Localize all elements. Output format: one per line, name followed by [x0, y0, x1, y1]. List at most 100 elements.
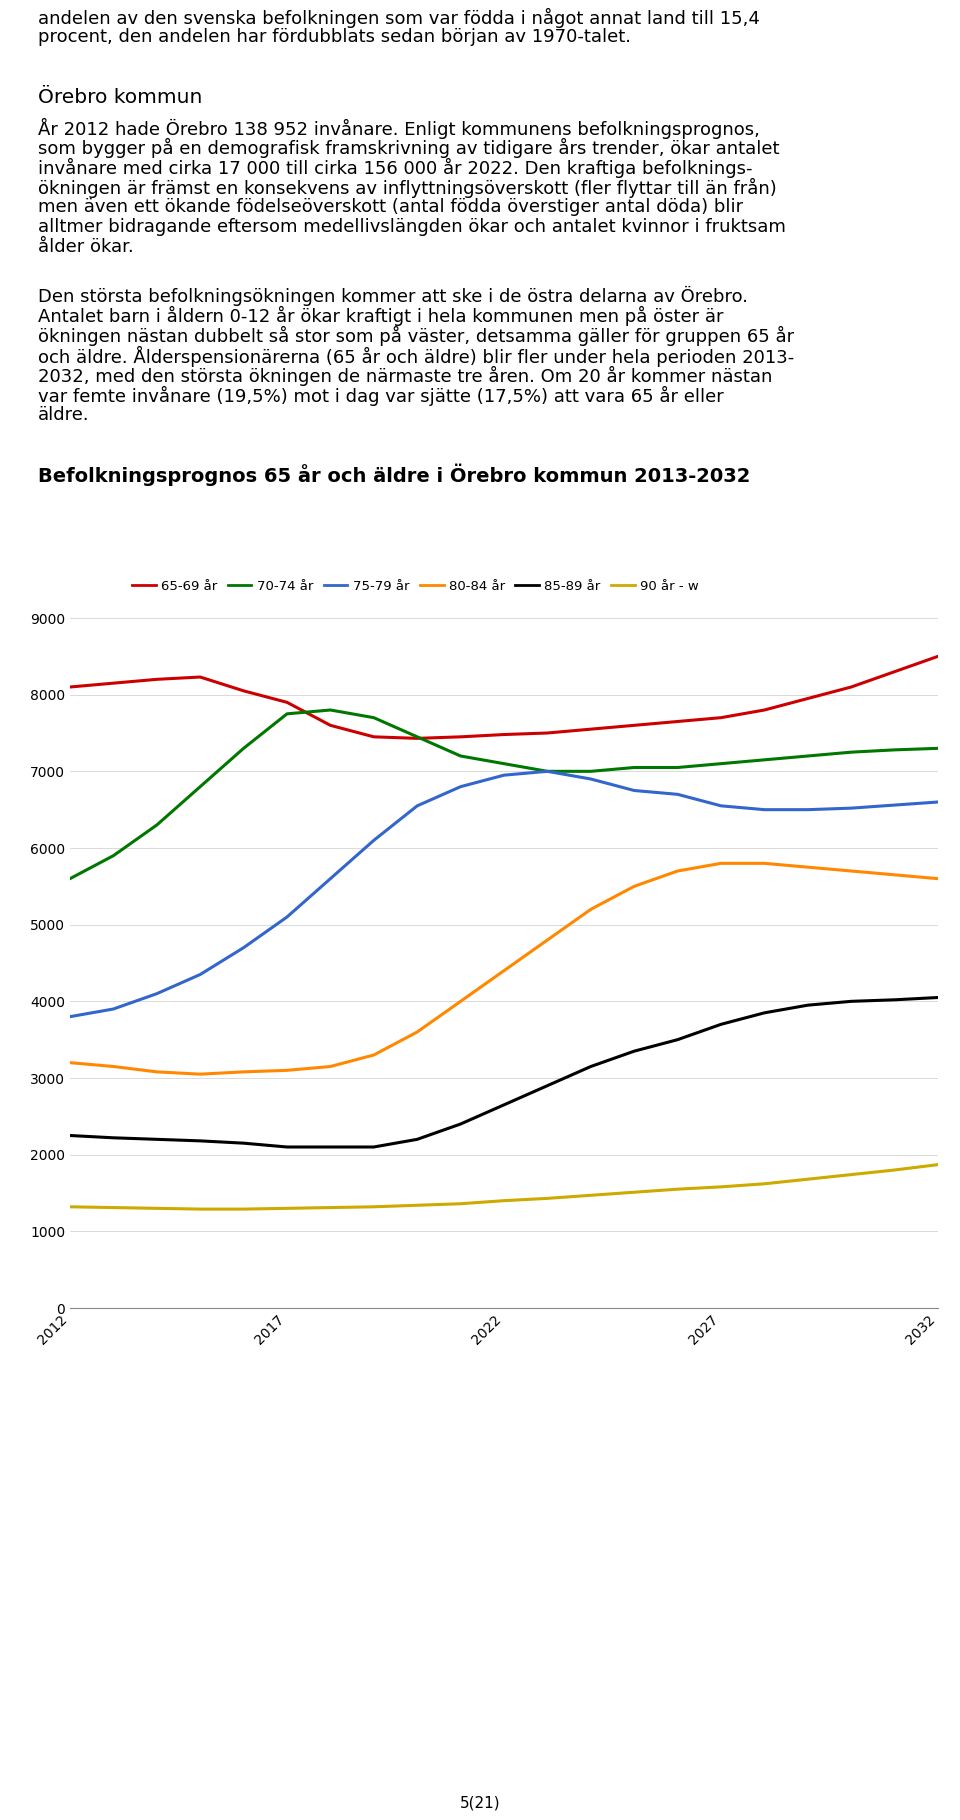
- 65-69 år: [672, 710, 684, 732]
- 80-84 år: [758, 852, 770, 874]
- Text: Antalet barn i åldern 0-12 år ökar kraftigt i hela kommunen men på öster är: Antalet barn i åldern 0-12 år ökar kraft…: [38, 306, 724, 326]
- 70-74 år: [932, 737, 944, 759]
- 80-84 år: [715, 852, 727, 874]
- Text: ökningen är främst en konsekvens av inflyttningsöverskott (fler flyttar till än : ökningen är främst en konsekvens av infl…: [38, 178, 777, 198]
- 85-89 år: [541, 1076, 553, 1097]
- Text: 2032, med den största ökningen de närmaste tre åren. Om 20 år kommer nästan: 2032, med den största ökningen de närmas…: [38, 366, 773, 386]
- Line: 85-89 år: 85-89 år: [70, 997, 938, 1147]
- 65-69 år: [498, 724, 510, 746]
- 90 år - w: [195, 1198, 206, 1219]
- Text: äldre.: äldre.: [38, 406, 89, 424]
- 70-74 år: [672, 757, 684, 779]
- 65-69 år: [151, 668, 162, 690]
- 65-69 år: [846, 675, 857, 697]
- 75-79 år: [455, 775, 467, 797]
- 80-84 år: [368, 1045, 379, 1067]
- 75-79 år: [195, 963, 206, 985]
- Text: Örebro kommun: Örebro kommun: [38, 87, 203, 107]
- 80-84 år: [846, 861, 857, 883]
- 65-69 år: [932, 646, 944, 668]
- Text: Befolkningsprognos 65 år och äldre i Örebro kommun 2013-2032: Befolkningsprognos 65 år och äldre i Öre…: [38, 464, 751, 486]
- Text: procent, den andelen har fördubblats sedan början av 1970-talet.: procent, den andelen har fördubblats sed…: [38, 27, 631, 46]
- 85-89 år: [932, 986, 944, 1008]
- 70-74 år: [151, 814, 162, 835]
- 85-89 år: [672, 1028, 684, 1050]
- 90 år - w: [672, 1178, 684, 1199]
- 90 år - w: [498, 1190, 510, 1212]
- 85-89 år: [846, 990, 857, 1012]
- 70-74 år: [802, 744, 813, 766]
- 85-89 år: [151, 1128, 162, 1150]
- 90 år - w: [238, 1198, 250, 1219]
- 85-89 år: [412, 1128, 423, 1150]
- 90 år - w: [889, 1159, 900, 1181]
- 85-89 år: [629, 1041, 640, 1063]
- Text: invånare med cirka 17 000 till cirka 156 000 år 2022. Den kraftiga befolknings-: invånare med cirka 17 000 till cirka 156…: [38, 158, 753, 178]
- Line: 90 år - w: 90 år - w: [70, 1165, 938, 1208]
- 80-84 år: [672, 861, 684, 883]
- 65-69 år: [324, 715, 336, 737]
- 85-89 år: [498, 1094, 510, 1116]
- 75-79 år: [802, 799, 813, 821]
- 80-84 år: [195, 1063, 206, 1085]
- 70-74 år: [281, 703, 293, 724]
- 75-79 år: [64, 1006, 76, 1028]
- 75-79 år: [412, 795, 423, 817]
- 70-74 år: [758, 748, 770, 770]
- 85-89 år: [889, 988, 900, 1010]
- 85-89 år: [455, 1114, 467, 1136]
- 80-84 år: [324, 1056, 336, 1077]
- 65-69 år: [195, 666, 206, 688]
- 85-89 år: [281, 1136, 293, 1158]
- 65-69 år: [108, 672, 119, 693]
- 80-84 år: [108, 1056, 119, 1077]
- 75-79 år: [108, 997, 119, 1019]
- 80-84 år: [629, 875, 640, 897]
- 70-74 år: [889, 739, 900, 761]
- 70-74 år: [541, 761, 553, 783]
- 90 år - w: [932, 1154, 944, 1176]
- 75-79 år: [932, 792, 944, 814]
- 90 år - w: [151, 1198, 162, 1219]
- 75-79 år: [889, 794, 900, 815]
- 90 år - w: [715, 1176, 727, 1198]
- 85-89 år: [108, 1127, 119, 1148]
- Text: var femte invånare (19,5%) mot i dag var sjätte (17,5%) att vara 65 år eller: var femte invånare (19,5%) mot i dag var…: [38, 386, 724, 406]
- Text: och äldre. Ålderspensionärerna (65 år och äldre) blir fler under hela perioden 2: och äldre. Ålderspensionärerna (65 år oc…: [38, 346, 794, 368]
- 85-89 år: [238, 1132, 250, 1154]
- 75-79 år: [672, 783, 684, 804]
- 70-74 år: [629, 757, 640, 779]
- 65-69 år: [715, 706, 727, 728]
- 65-69 år: [889, 661, 900, 682]
- 90 år - w: [585, 1185, 596, 1207]
- 85-89 år: [195, 1130, 206, 1152]
- 80-84 år: [64, 1052, 76, 1074]
- Text: som bygger på en demografisk framskrivning av tidigare års trender, ökar antalet: som bygger på en demografisk framskrivni…: [38, 138, 780, 158]
- 75-79 år: [585, 768, 596, 790]
- 90 år - w: [802, 1168, 813, 1190]
- 70-74 år: [715, 753, 727, 775]
- 85-89 år: [802, 994, 813, 1016]
- 70-74 år: [498, 753, 510, 775]
- 85-89 år: [758, 1003, 770, 1025]
- Line: 65-69 år: 65-69 år: [70, 657, 938, 739]
- 65-69 år: [629, 715, 640, 737]
- Text: ökningen nästan dubbelt så stor som på väster, detsamma gäller för gruppen 65 år: ökningen nästan dubbelt så stor som på v…: [38, 326, 794, 346]
- Legend: 65-69 år, 70-74 år, 75-79 år, 80-84 år, 85-89 år, 90 år - w: 65-69 år, 70-74 år, 75-79 år, 80-84 år, …: [127, 575, 705, 599]
- 70-74 år: [846, 741, 857, 763]
- 90 år - w: [324, 1196, 336, 1218]
- 75-79 år: [846, 797, 857, 819]
- 75-79 år: [324, 868, 336, 890]
- 75-79 år: [498, 764, 510, 786]
- Text: ålder ökar.: ålder ökar.: [38, 238, 133, 257]
- 85-89 år: [585, 1056, 596, 1077]
- 80-84 år: [455, 990, 467, 1012]
- Text: andelen av den svenska befolkningen som var födda i något annat land till 15,4: andelen av den svenska befolkningen som …: [38, 7, 760, 27]
- Line: 75-79 år: 75-79 år: [70, 772, 938, 1017]
- 65-69 år: [412, 728, 423, 750]
- Text: Den största befolkningsökningen kommer att ske i de östra delarna av Örebro.: Den största befolkningsökningen kommer a…: [38, 286, 748, 306]
- 75-79 år: [368, 830, 379, 852]
- 85-89 år: [324, 1136, 336, 1158]
- 65-69 år: [455, 726, 467, 748]
- 65-69 år: [368, 726, 379, 748]
